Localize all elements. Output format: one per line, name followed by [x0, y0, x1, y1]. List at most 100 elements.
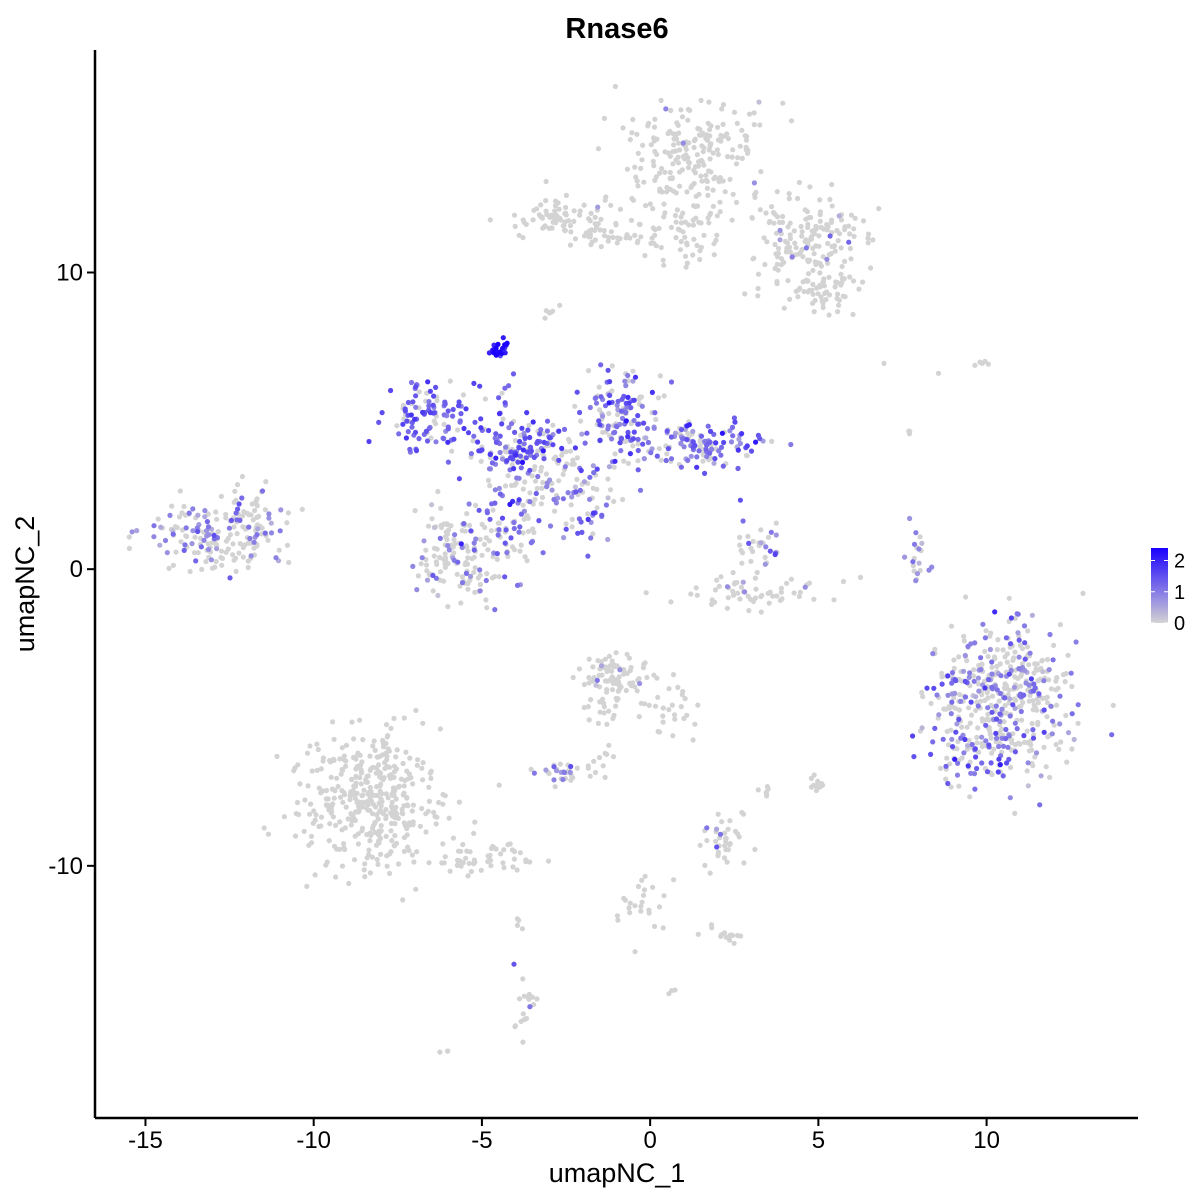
cell-point [556, 206, 562, 212]
cell-point [461, 521, 467, 527]
cell-point [1003, 726, 1009, 733]
cell-point [233, 510, 239, 516]
cell-point [959, 724, 965, 730]
cell-point [693, 585, 699, 591]
cell-point [803, 277, 809, 283]
cell-point [968, 699, 974, 705]
cell-point [675, 160, 682, 166]
cell-point [824, 222, 830, 228]
cell-point [502, 574, 508, 580]
cell-point [500, 416, 506, 422]
cell-point [1051, 722, 1057, 728]
cell-point [556, 457, 562, 463]
cell-point [718, 452, 724, 458]
cell-point [631, 397, 637, 403]
cell-point [762, 261, 768, 268]
cell-point [978, 667, 984, 673]
cell-point [1047, 774, 1053, 781]
cell-point [458, 411, 464, 417]
cell-point [956, 654, 962, 660]
cell-point [1075, 720, 1081, 726]
cell-point [520, 976, 526, 982]
cell-point [979, 360, 985, 366]
cell-point [865, 231, 872, 237]
cell-point [393, 804, 399, 810]
cell-point [640, 441, 646, 447]
cell-point [1026, 682, 1032, 688]
cell-point [716, 448, 722, 454]
cell-point [423, 829, 429, 835]
cell-point [450, 413, 456, 419]
cell-point [329, 786, 335, 792]
cell-point [465, 873, 471, 879]
cell-point [519, 926, 526, 932]
cell-point [764, 239, 770, 245]
cell-point [639, 157, 645, 163]
cell-point [473, 536, 479, 542]
cell-point [928, 700, 934, 707]
cell-point [948, 711, 954, 717]
cell-point [509, 462, 515, 468]
cell-point [989, 709, 995, 715]
cell-point [960, 668, 967, 674]
cell-point [170, 531, 176, 537]
cell-point [274, 753, 280, 760]
cell-point [727, 841, 733, 847]
cell-point [911, 541, 918, 547]
cell-point [568, 502, 574, 508]
cell-point [832, 248, 838, 254]
cell-point [491, 350, 497, 356]
cell-point [491, 573, 498, 580]
cell-point [634, 688, 640, 694]
cell-point [688, 453, 694, 459]
cell-point [736, 436, 742, 442]
cell-point [400, 421, 406, 427]
cell-point [255, 526, 261, 532]
cell-point [763, 791, 770, 797]
colorbar-tick-label: 1 [1174, 582, 1185, 604]
cell-point [625, 394, 631, 400]
cell-point [499, 390, 505, 396]
cell-point [541, 224, 547, 230]
cell-point [989, 693, 996, 699]
cell-point [237, 517, 243, 524]
cell-point [341, 841, 347, 847]
cell-point [516, 996, 523, 1002]
cell-point [456, 476, 462, 482]
cell-point [218, 493, 224, 499]
cell-point [519, 459, 526, 465]
cell-point [587, 496, 593, 502]
cell-point [472, 419, 478, 425]
x-tick-label: 10 [973, 1127, 1000, 1154]
cell-point [637, 487, 644, 493]
cell-point [644, 426, 651, 432]
cell-point [698, 173, 704, 179]
cell-point [976, 688, 982, 694]
cell-point [493, 345, 499, 351]
cell-point [225, 546, 231, 552]
cell-point [315, 746, 321, 753]
cell-point [730, 147, 736, 153]
cell-point [614, 697, 620, 703]
cell-point [488, 863, 494, 869]
cell-point [362, 861, 368, 867]
cell-point [411, 859, 417, 865]
cell-point [308, 833, 315, 840]
cell-point [808, 784, 815, 790]
cell-point [847, 245, 854, 252]
cell-point [223, 515, 229, 521]
cell-point [932, 725, 938, 732]
cell-point [233, 497, 239, 503]
cell-point [838, 217, 845, 223]
cell-point [511, 961, 517, 967]
cell-point [774, 261, 780, 267]
cell-point [402, 777, 408, 784]
cell-point [1031, 670, 1037, 676]
cell-point [686, 140, 692, 146]
cell-point [996, 698, 1002, 704]
cell-point [810, 281, 816, 287]
cell-point [1010, 702, 1016, 708]
cell-point [526, 422, 532, 428]
cell-point [605, 234, 612, 240]
cell-point [753, 586, 759, 592]
